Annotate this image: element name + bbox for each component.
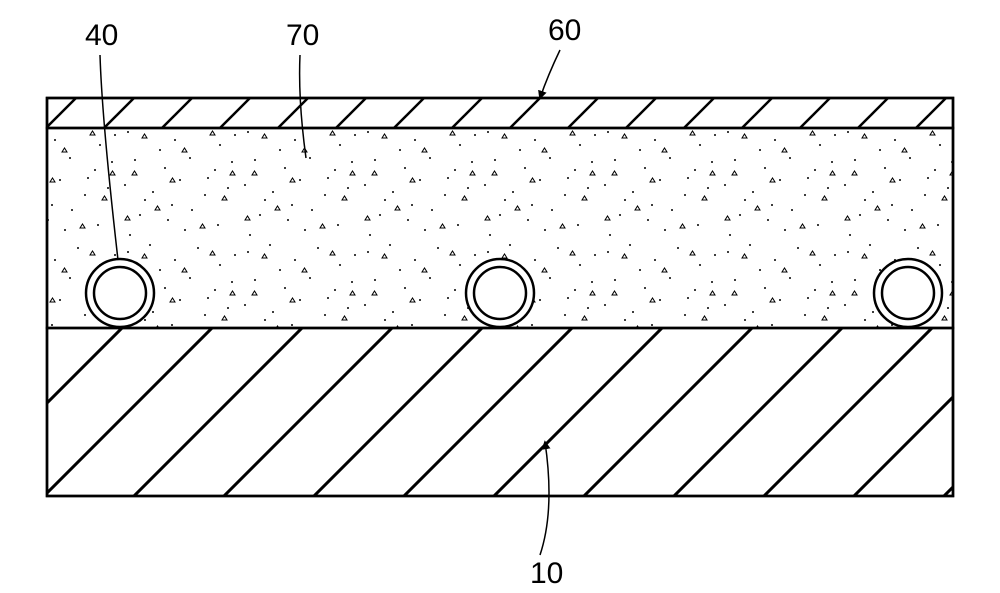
label-40: 40 xyxy=(85,19,118,52)
label-70: 70 xyxy=(286,19,319,52)
label-60: 60 xyxy=(548,14,581,47)
diagram-container: 40 70 60 10 xyxy=(0,0,1000,593)
pipe-3-inner xyxy=(882,267,934,319)
pipe-1-inner xyxy=(94,267,146,319)
layer-top xyxy=(47,98,953,128)
leader-60 xyxy=(540,50,560,98)
layer-bottom xyxy=(47,328,953,496)
cross-section-svg: 40 70 60 10 xyxy=(0,0,1000,593)
pipe-2-inner xyxy=(474,267,526,319)
label-10: 10 xyxy=(530,557,563,590)
